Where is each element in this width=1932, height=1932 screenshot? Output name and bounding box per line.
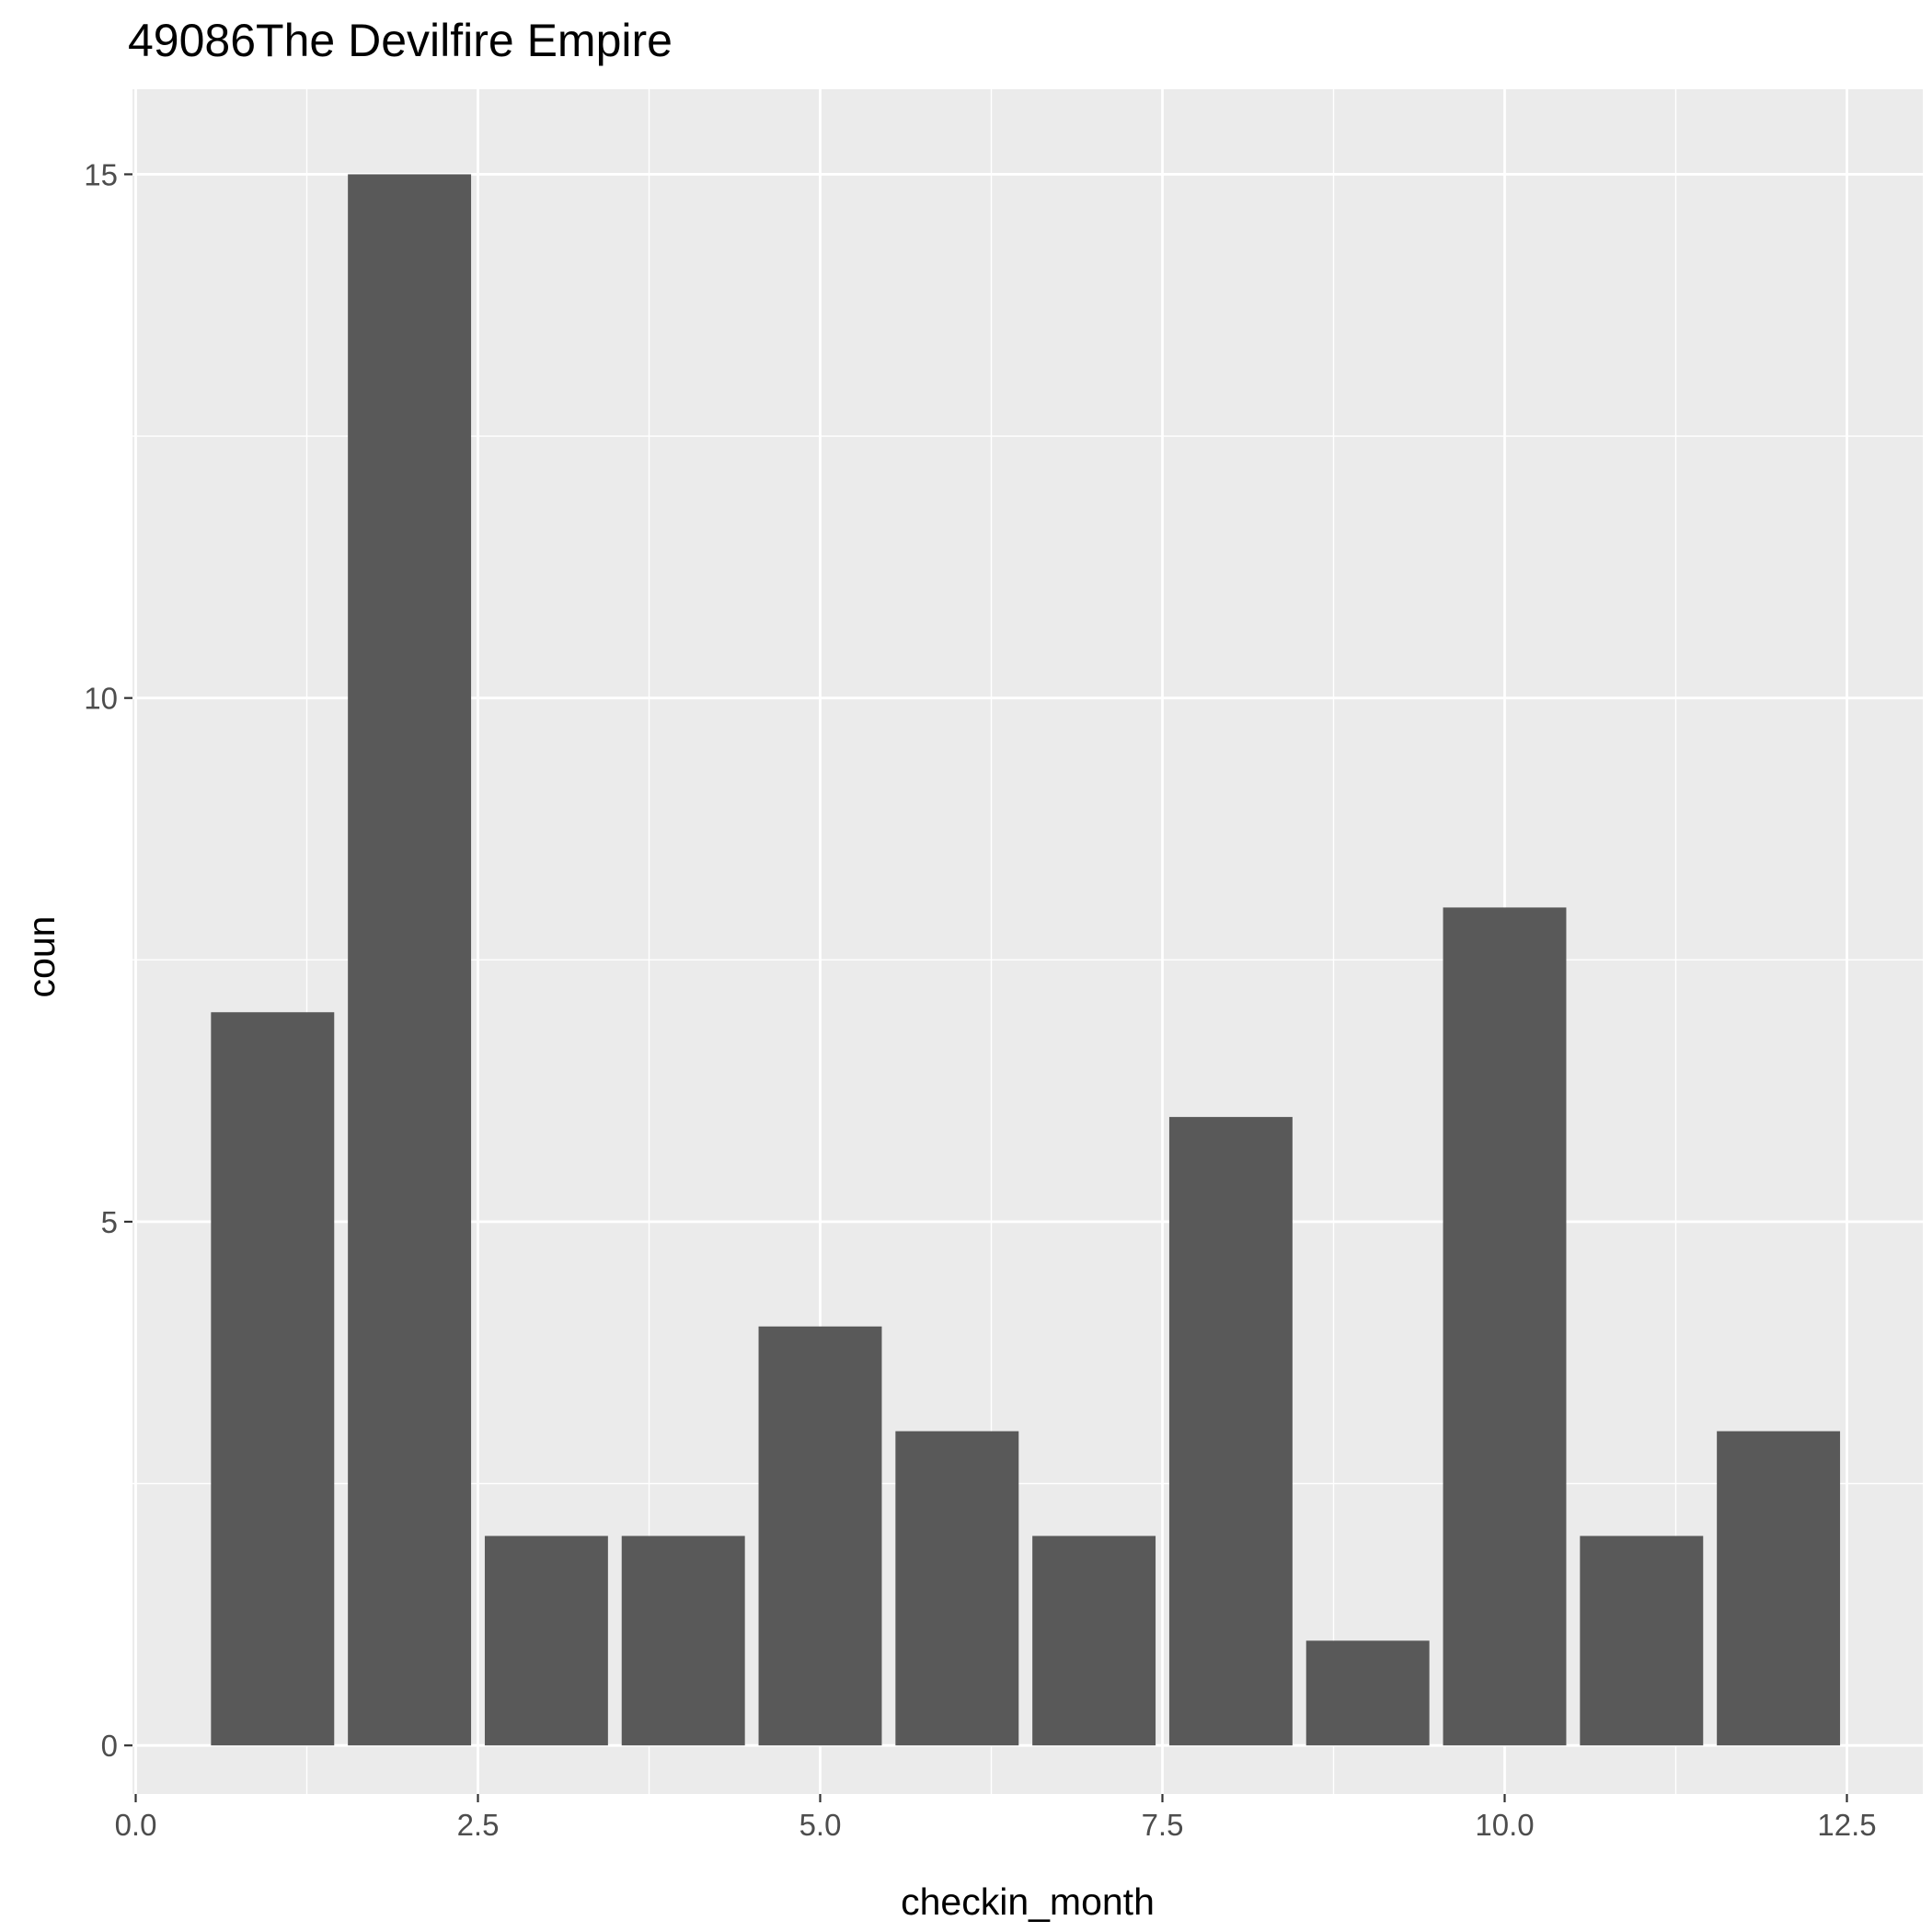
x-axis: 0.0 2.5 5.0 7.5 10.0 12.5: [115, 1794, 1877, 1842]
x-tick-label: 5.0: [799, 1808, 842, 1842]
bar-month-3: [484, 1535, 608, 1746]
bar-month-4: [621, 1535, 745, 1746]
bar-month-6: [895, 1431, 1019, 1746]
bar-month-11: [1580, 1535, 1704, 1746]
bar-month-5: [758, 1326, 882, 1746]
bar-month-7: [1032, 1535, 1156, 1746]
y-axis: 0 5 10 15: [84, 157, 132, 1763]
chart-title: 49086The Devilfire Empire: [128, 15, 673, 66]
bar-month-2: [348, 174, 472, 1746]
bar-month-12: [1717, 1431, 1841, 1746]
bar-month-8: [1168, 1117, 1293, 1746]
x-tick-label: 7.5: [1142, 1808, 1184, 1842]
bar-month-1: [211, 1012, 335, 1746]
x-axis-title: checkin_month: [901, 1880, 1155, 1923]
bar-month-10: [1443, 907, 1567, 1746]
y-tick-label: 15: [84, 157, 118, 191]
y-tick-label: 0: [101, 1729, 118, 1763]
x-tick-label: 2.5: [457, 1808, 500, 1842]
y-tick-label: 5: [101, 1205, 118, 1239]
bars: [211, 174, 1841, 1746]
x-tick-label: 12.5: [1817, 1808, 1876, 1842]
x-tick-label: 0.0: [115, 1808, 157, 1842]
bar-month-9: [1305, 1640, 1430, 1746]
y-tick-label: 10: [84, 682, 118, 716]
x-tick-label: 10.0: [1475, 1808, 1534, 1842]
y-axis-title: coun: [20, 916, 63, 998]
